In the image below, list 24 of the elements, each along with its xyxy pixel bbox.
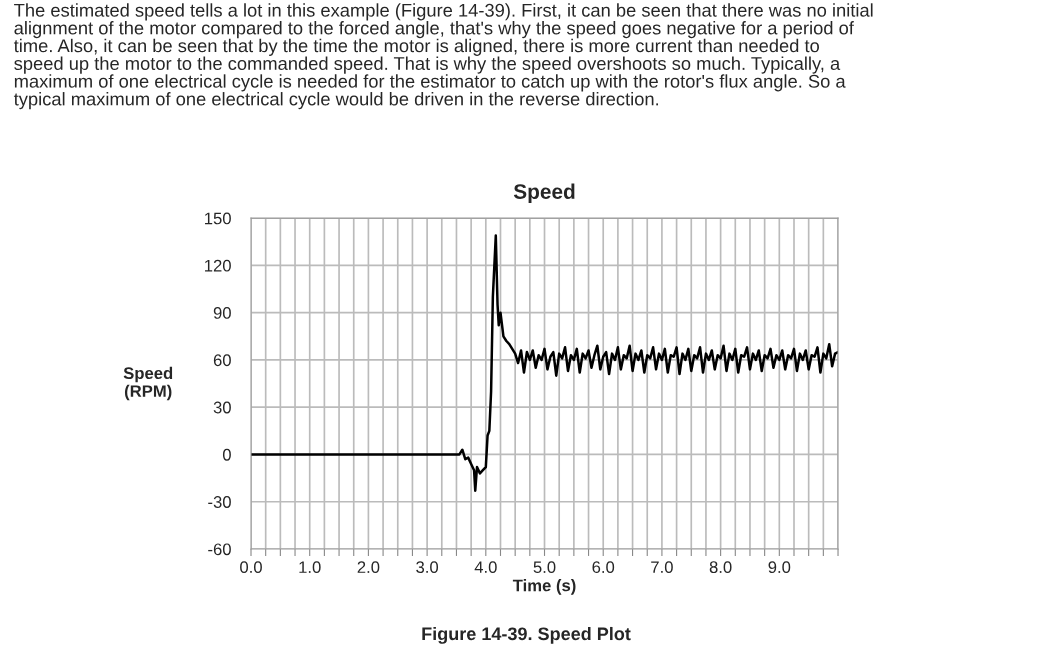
y-tick-label: 150: [205, 212, 231, 225]
x-tick-label: 2.0: [357, 561, 380, 574]
x-tick-label: 6.0: [592, 561, 615, 574]
y-tick-label: 0: [222, 448, 231, 461]
x-tick-label: 9.0: [768, 561, 791, 574]
y-tick-label: 90: [213, 307, 231, 319]
x-tick-label: 7.0: [651, 561, 673, 574]
x-tick-label: 3.0: [416, 561, 439, 574]
chart-title: Speed: [513, 183, 575, 203]
text: The estimated speed tells a lot in this example (Figure 14-39). First, it can be seen that there was no initial alignment of the motor compared to the forced angle, that's why the speed goes negative for a period of time. Also, it can be seen that by the time the motor is aligned, there is more current than needed to speed up the motor to the commanded speed. That is why the speed overshoots so much. Typically, a maximum of one electrical cycle is needed for the estimator to catch up with the rotor's flux angle. So a typical maximum of one electrical cycle would be driven in the reverse direction.: [13, 3, 873, 110]
x-tick-label: 1.0: [299, 561, 321, 574]
y-axis-title: Speed (RPM): [123, 366, 173, 401]
line-series: [251, 234, 839, 492]
x-tick-label: 8.0: [709, 561, 732, 574]
y-tick-label: -60: [208, 543, 231, 556]
y-tick-label: 60: [213, 354, 231, 367]
x-tick-label: 5.0: [533, 561, 556, 574]
x-tick-label: 0.0: [240, 561, 262, 574]
y-tick-label: 120: [205, 259, 231, 272]
y-tick-label: -30: [208, 496, 231, 508]
y-tick-label: 30: [213, 401, 231, 414]
x-tick-label: 4.0: [474, 561, 497, 574]
x-axis-title: Time (s): [512, 579, 576, 595]
caption: Figure 14-39. Speed Plot: [422, 626, 631, 644]
